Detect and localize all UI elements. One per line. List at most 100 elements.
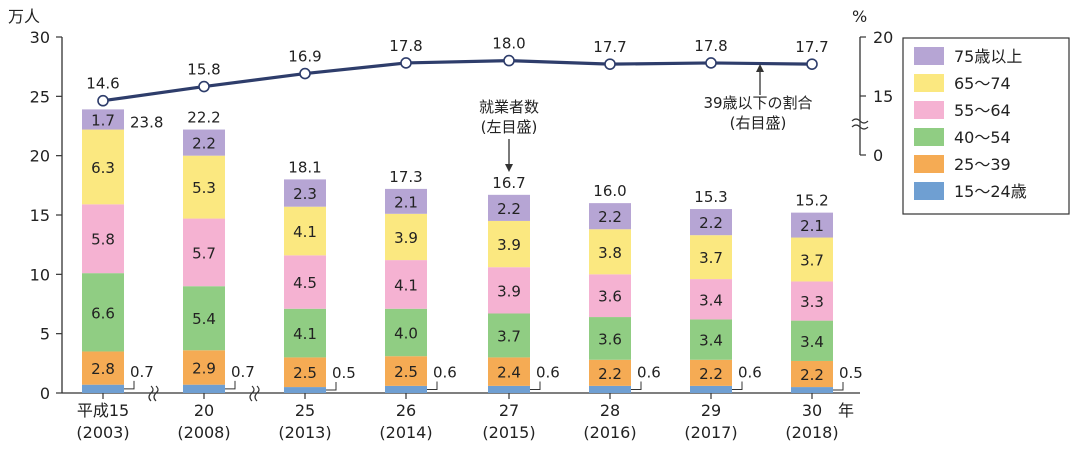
- bar-value-label: 2.2: [598, 365, 622, 383]
- bar-segment: [385, 308, 427, 357]
- annotation-bars-title: 就業者数: [479, 98, 539, 116]
- x-tick-year: (2014): [379, 423, 432, 442]
- x-tick-era: 20: [194, 401, 214, 420]
- ratio-value-label: 14.6: [86, 75, 119, 93]
- bar-value-label-small: 0.6: [433, 363, 457, 381]
- ratio-line-path: [102, 58, 813, 103]
- ratio-value-label: 17.7: [593, 38, 626, 56]
- callout-line: [124, 380, 135, 390]
- x-tick-year: (2016): [583, 423, 636, 442]
- x-tick-year: (2018): [785, 423, 838, 442]
- bar-value-label-small: 0.6: [738, 363, 762, 381]
- bar-segment: [791, 360, 833, 388]
- x-tick-year: (2008): [177, 423, 230, 442]
- bar-total-label: 16.7: [492, 174, 525, 192]
- legend-swatch: [914, 155, 944, 173]
- bar-segment: [82, 384, 124, 393]
- bar-segment: [82, 109, 124, 130]
- x-tick-era: 29: [701, 401, 721, 420]
- x-tick-era: 28: [600, 401, 620, 420]
- bar-value-label: 3.9: [394, 229, 418, 247]
- bar-value-label-small: 0.6: [637, 363, 661, 381]
- legend-label: 55～64: [954, 101, 1011, 120]
- bar-segment: [82, 351, 124, 385]
- ratio-point: [400, 57, 412, 69]
- bar-value-label-small: 0.5: [839, 364, 863, 382]
- bar-segment: [488, 194, 530, 221]
- annotation-bars-arrowhead: [505, 164, 513, 172]
- bar-stack: 2.2 3.4 3.4 3.7 2.2 0.6 15.3: [690, 188, 762, 393]
- bar-value-label: 2.2: [598, 208, 622, 226]
- ratio-point: [806, 58, 818, 70]
- bar-segment: [488, 357, 530, 386]
- bar-segment: [183, 350, 225, 385]
- bar-segment: [791, 237, 833, 282]
- bar-segment: [385, 188, 427, 214]
- bar-segment: [284, 357, 326, 388]
- bar-segment: [488, 385, 530, 393]
- bar-segment: [690, 385, 732, 393]
- legend-label: 40～54: [954, 128, 1011, 147]
- legend: 75歳以上 65～74 55～64 40～54 25～39 15～24歳: [902, 37, 1070, 215]
- bar-value-label: 5.8: [91, 231, 115, 249]
- bar-total-label: 15.2: [795, 192, 828, 210]
- bar-total-label: 22.2: [187, 109, 220, 127]
- bar-stack: 2.2 3.4 3.3 3.7 2.1 0.5 15.2: [791, 192, 863, 393]
- bars: 2.8 6.6 5.8 6.3 1.7 0.7 23.8 2.9 5.4 5.7 5.3 2.2 0.7…: [82, 109, 863, 393]
- y-tick-label: 25: [30, 87, 50, 106]
- y-tick-label: 30: [30, 28, 50, 47]
- bar-value-label: 5.7: [192, 244, 216, 262]
- legend-swatch: [914, 101, 944, 119]
- annotation-bars-sub: (左目盛): [481, 118, 538, 136]
- bar-segment: [690, 209, 732, 236]
- legend-swatch: [914, 128, 944, 146]
- ratio-point: [198, 80, 210, 93]
- bar-segment: [589, 203, 631, 230]
- bar-segment: [284, 255, 326, 309]
- bar-value-label: 5.3: [192, 179, 216, 197]
- ratio-line: 14.6 15.8 16.9 17.8 18.0 17.7 17.8 17.7: [86, 35, 829, 107]
- callout-line: [225, 380, 236, 390]
- bar-value-label: 4.1: [293, 223, 317, 241]
- bar-total-label: 23.8: [130, 113, 163, 131]
- bar-segment: [488, 220, 530, 268]
- bar-value-label: 3.3: [800, 293, 824, 311]
- callout-line: [732, 381, 743, 390]
- bar-value-label: 3.9: [497, 236, 521, 254]
- callout-line: [530, 381, 541, 390]
- callout-line: [631, 381, 642, 390]
- bar-value-label: 3.4: [800, 333, 824, 351]
- ratio-value-label: 17.8: [694, 37, 727, 55]
- bar-value-label: 3.7: [800, 252, 824, 270]
- bar-segment: [284, 387, 326, 393]
- bar-value-label: 3.6: [598, 288, 622, 306]
- bar-stack: 2.4 3.7 3.9 3.9 2.2 0.6 16.7: [488, 174, 560, 393]
- x-axis-break-1: [148, 385, 159, 402]
- bar-segment: [385, 356, 427, 386]
- legend-label: 15～24歳: [954, 182, 1027, 201]
- bar-segment: [284, 206, 326, 256]
- bar-value-label: 2.8: [91, 360, 115, 378]
- x-tick-labels: 平成15 (2003) 20 (2008) 25 (2013) 26 (2014) 27 (201…: [76, 393, 839, 442]
- annotation-line-arrowhead: [756, 64, 764, 72]
- bar-value-label: 5.4: [192, 310, 216, 328]
- axes: 万人 % 年: [8, 7, 869, 420]
- bar-value-label: 3.7: [699, 249, 723, 267]
- bar-segment: [82, 129, 124, 205]
- ratio-value-label: 17.7: [795, 38, 828, 56]
- bar-stack: 2.2 3.6 3.6 3.8 2.2 0.6 16.0: [589, 182, 661, 393]
- bar-value-label: 4.0: [394, 324, 418, 342]
- bar-segment: [183, 155, 225, 219]
- x-tick-era: 平成15: [77, 401, 129, 420]
- y-tick-label: 0: [40, 384, 50, 403]
- bar-value-label-small: 0.6: [536, 363, 560, 381]
- legend-swatch: [914, 47, 944, 65]
- bar-stack: 2.8 6.6 5.8 6.3 1.7 0.7 23.8: [82, 109, 163, 393]
- y-tick-label: 15: [30, 206, 50, 225]
- y-axis-right-break: [851, 118, 869, 130]
- x-tick-year: (2017): [684, 423, 737, 442]
- bar-stack: 2.9 5.4 5.7 5.3 2.2 0.7 22.2: [183, 109, 255, 393]
- ratio-value-label: 15.8: [187, 61, 220, 79]
- callout-line: [427, 381, 438, 390]
- legend-label: 75歳以上: [954, 47, 1022, 66]
